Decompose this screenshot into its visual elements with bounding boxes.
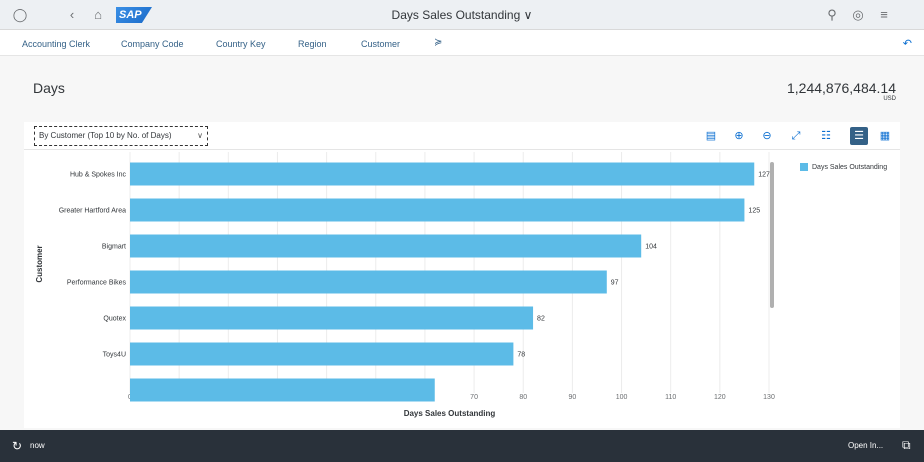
y-tick-label: Performance Bikes <box>67 280 127 287</box>
app-title: Days Sales Outstanding ∨ <box>0 8 924 22</box>
external-link-icon[interactable]: ⧉ <box>902 438 911 452</box>
data-label: 125 <box>748 208 760 215</box>
back-icon[interactable]: ‹ <box>69 7 75 22</box>
app-title-button[interactable]: Days Sales Outstanding ∨ <box>392 8 533 22</box>
filter-company-code[interactable]: Company Code <box>121 39 184 49</box>
data-label: 97 <box>611 280 619 287</box>
data-label: 78 <box>517 352 525 359</box>
view-select-value: By Customer (Top 10 by No. of Days) <box>39 131 172 140</box>
zoom-in-icon[interactable]: ⊕ <box>734 130 744 142</box>
chart-view-icon[interactable]: ☰ <box>850 127 868 145</box>
data-label: 104 <box>645 244 657 251</box>
legend-label: Days Sales Outstanding <box>812 163 888 171</box>
kpi-unit: USD <box>883 96 896 102</box>
chart-scrollbar[interactable] <box>770 162 774 308</box>
data-label: 127 <box>758 172 770 179</box>
legend-swatch <box>800 163 808 171</box>
chart-toolbar: By Customer (Top 10 by No. of Days) ∨ ▤ … <box>24 122 900 150</box>
bar-chart: 0102030405060708090100110120130Hub & Spo… <box>35 152 775 418</box>
help-icon[interactable]: ◎ <box>852 7 864 22</box>
x-tick-label: 90 <box>568 394 576 401</box>
filter-icon[interactable]: ≽ <box>434 37 443 48</box>
bar[interactable] <box>130 306 534 330</box>
y-axis-title: Customer <box>35 245 44 282</box>
undo-icon[interactable]: ↶ <box>902 38 912 50</box>
kpi-value: 1,244,876,484.14 <box>787 80 896 96</box>
filter-customer[interactable]: Customer <box>361 39 401 49</box>
user-icon[interactable]: ◯ <box>12 7 28 22</box>
menu-icon[interactable]: ≡ <box>880 7 888 22</box>
x-axis-title: Days Sales Outstanding <box>404 409 496 418</box>
personalize-icon[interactable]: ☷ <box>821 130 831 142</box>
home-icon[interactable]: ⌂ <box>94 7 102 22</box>
refresh-icon[interactable]: ↻ <box>12 439 23 453</box>
x-tick-label: 80 <box>519 394 527 401</box>
chart-card: By Customer (Top 10 by No. of Days) ∨ ▤ … <box>24 122 900 428</box>
kpi-header: Days 1,244,876,484.14 USD <box>0 56 924 120</box>
chevron-down-icon: ∨ <box>197 131 203 140</box>
x-tick-label: 110 <box>665 394 676 401</box>
chart-legend[interactable]: Days Sales Outstanding <box>800 163 887 171</box>
view-select[interactable]: By Customer (Top 10 by No. of Days) ∨ <box>34 126 208 146</box>
fullscreen-icon[interactable]: ⤢ <box>791 130 801 142</box>
y-tick-label: Bigmart <box>102 244 126 251</box>
kpi-title: Days <box>33 80 65 96</box>
filter-country-key[interactable]: Country Key <box>216 39 266 49</box>
shell-header: ◯ ‹ ⌂ SAP Days Sales Outstanding ∨ ⚲ ◎ ≡ <box>0 0 924 30</box>
footer-bar: ↻ now Open In... ⧉ <box>0 430 924 462</box>
legend-icon[interactable]: ▤ <box>705 130 717 142</box>
filter-bar: Accounting Clerk Company Code Country Ke… <box>0 30 924 56</box>
x-tick-label: 130 <box>763 394 775 401</box>
refresh-time: now <box>30 441 45 450</box>
data-label: 82 <box>537 316 545 323</box>
search-icon[interactable]: ⚲ <box>827 7 837 22</box>
bar[interactable] <box>130 270 607 294</box>
filter-region[interactable]: Region <box>298 39 327 49</box>
table-view-icon[interactable]: ▦ <box>879 130 891 142</box>
zoom-out-icon[interactable]: ⊖ <box>762 130 772 142</box>
filter-accounting-clerk[interactable]: Accounting Clerk <box>22 39 91 49</box>
y-tick-label: Greater Hartford Area <box>59 208 126 215</box>
sap-logo[interactable]: SAP <box>116 7 152 23</box>
y-tick-label: Hub & Spokes Inc <box>70 172 127 179</box>
app-title-text: Days Sales Outstanding <box>391 8 521 22</box>
y-tick-label: Toys4U <box>103 352 126 359</box>
bar[interactable] <box>130 234 642 258</box>
bar[interactable] <box>130 198 745 222</box>
y-tick-label: Quotex <box>103 316 126 323</box>
bar[interactable] <box>130 342 514 366</box>
x-tick-label: 70 <box>470 394 478 401</box>
bar[interactable] <box>130 162 755 186</box>
chevron-down-icon: ∨ <box>523 8 533 22</box>
x-tick-label: 120 <box>714 394 726 401</box>
x-tick-label: 100 <box>616 394 628 401</box>
bar[interactable] <box>130 378 435 402</box>
open-in-button[interactable]: Open In... <box>848 441 884 450</box>
